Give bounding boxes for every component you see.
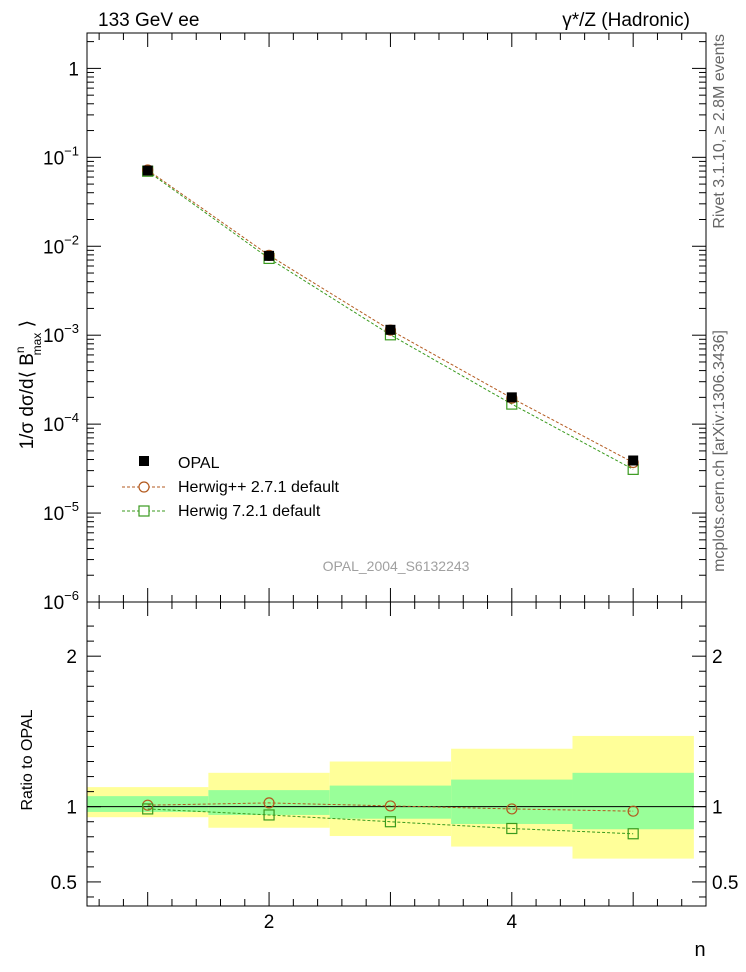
plot-title-right: γ*/Z (Hadronic): [562, 10, 690, 31]
legend-marker-herwigpp: [138, 481, 150, 493]
main-opal-point: [385, 324, 396, 335]
main-y-tick-label: 10−3: [43, 321, 79, 347]
main-opal-point: [264, 250, 275, 261]
legend-label-herwigpp: Herwig++ 2.7.1 default: [178, 479, 340, 496]
ratio-herwig7-point: [627, 828, 639, 840]
ratio-herwig7-line: [147, 808, 634, 835]
ratio-y-tick-label: 0.5: [51, 873, 77, 894]
ratio-herwig7-point: [142, 803, 154, 815]
legend-label-opal: OPAL: [178, 455, 220, 472]
legend-item-herwig7: Herwig 7.2.1 default: [122, 503, 321, 520]
x-axis-label: n: [694, 939, 705, 961]
ratio-axis-ticks: 0.5 0.5 1 1 2 2 2 4: [51, 602, 738, 933]
main-y-tick-label: 1: [68, 59, 79, 80]
ratio-uncertainty-bands: [87, 735, 706, 859]
main-y-axis-label: 1/σ dσ/d⟨ Bn max ⟩: [13, 320, 44, 449]
ratio-inner-band: [329, 785, 452, 819]
ratio-y-tick-label: 2: [66, 647, 77, 668]
ratio-y-axis-label: Ratio to OPAL: [19, 709, 36, 810]
legend-item-herwigpp: Herwig++ 2.7.1 default: [122, 479, 340, 496]
ratio-series-layer: [142, 797, 639, 840]
main-y-tick-label: 10−5: [43, 499, 79, 525]
ratio-plot-frame: [86, 601, 707, 907]
ratio-herwigpp-line: [147, 802, 634, 812]
ratio-y-tick-label-right: 2: [712, 647, 723, 668]
main-y-tick-label: 10−4: [43, 410, 79, 436]
main-y-tick-label: 10−2: [43, 232, 79, 258]
ratio-herwig7-point: [263, 809, 275, 821]
plot-title-left: 133 GeV ee: [98, 10, 199, 31]
ratio-herwig7-point: [506, 822, 518, 835]
ratio-herwig7-point: [384, 816, 397, 828]
legend-item-opal: OPAL: [139, 455, 220, 472]
main-opal-point: [142, 165, 153, 176]
analysis-watermark: OPAL_2004_S6132243: [323, 558, 470, 574]
main-herwigpp-line: [147, 169, 634, 463]
main-herwig7-line: [147, 170, 634, 470]
x-tick-label: 4: [507, 912, 518, 933]
ratio-herwigpp-point: [384, 800, 397, 812]
main-y-tick-label: 10−1: [43, 143, 79, 169]
main-opal-point: [628, 455, 639, 466]
ratio-y-tick-label-right: 1: [712, 798, 723, 819]
main-axis-ticks: 10−6 10−5 10−4 10−3 10−2 10−1 1: [43, 33, 706, 614]
x-tick-label: 2: [264, 912, 275, 933]
rivet-version-label: Rivet 3.1.10, ≥ 2.8M events: [711, 34, 728, 229]
ratio-herwigpp-point: [627, 805, 639, 817]
main-opal-point: [506, 392, 517, 403]
ratio-herwigpp-point: [263, 797, 275, 809]
legend-marker-opal: [139, 456, 149, 466]
ratio-inner-band: [572, 772, 694, 830]
legend-label-herwig7: Herwig 7.2.1 default: [178, 503, 321, 520]
main-series-layer: [142, 164, 639, 475]
legend-marker-herwig7: [138, 505, 150, 517]
legend: OPAL Herwig++ 2.7.1 default Herwig 7.2.1…: [122, 455, 340, 520]
ratio-y-tick-label: 1: [66, 798, 77, 819]
ratio-herwigpp-point: [506, 803, 518, 815]
mcplots-label: mcplots.cern.ch [arXiv:1306.3436]: [711, 330, 728, 572]
ratio-y-tick-label-right: 0.5: [712, 873, 738, 894]
ratio-inner-band: [451, 779, 573, 824]
main-y-tick-label: 10−6: [43, 588, 79, 614]
